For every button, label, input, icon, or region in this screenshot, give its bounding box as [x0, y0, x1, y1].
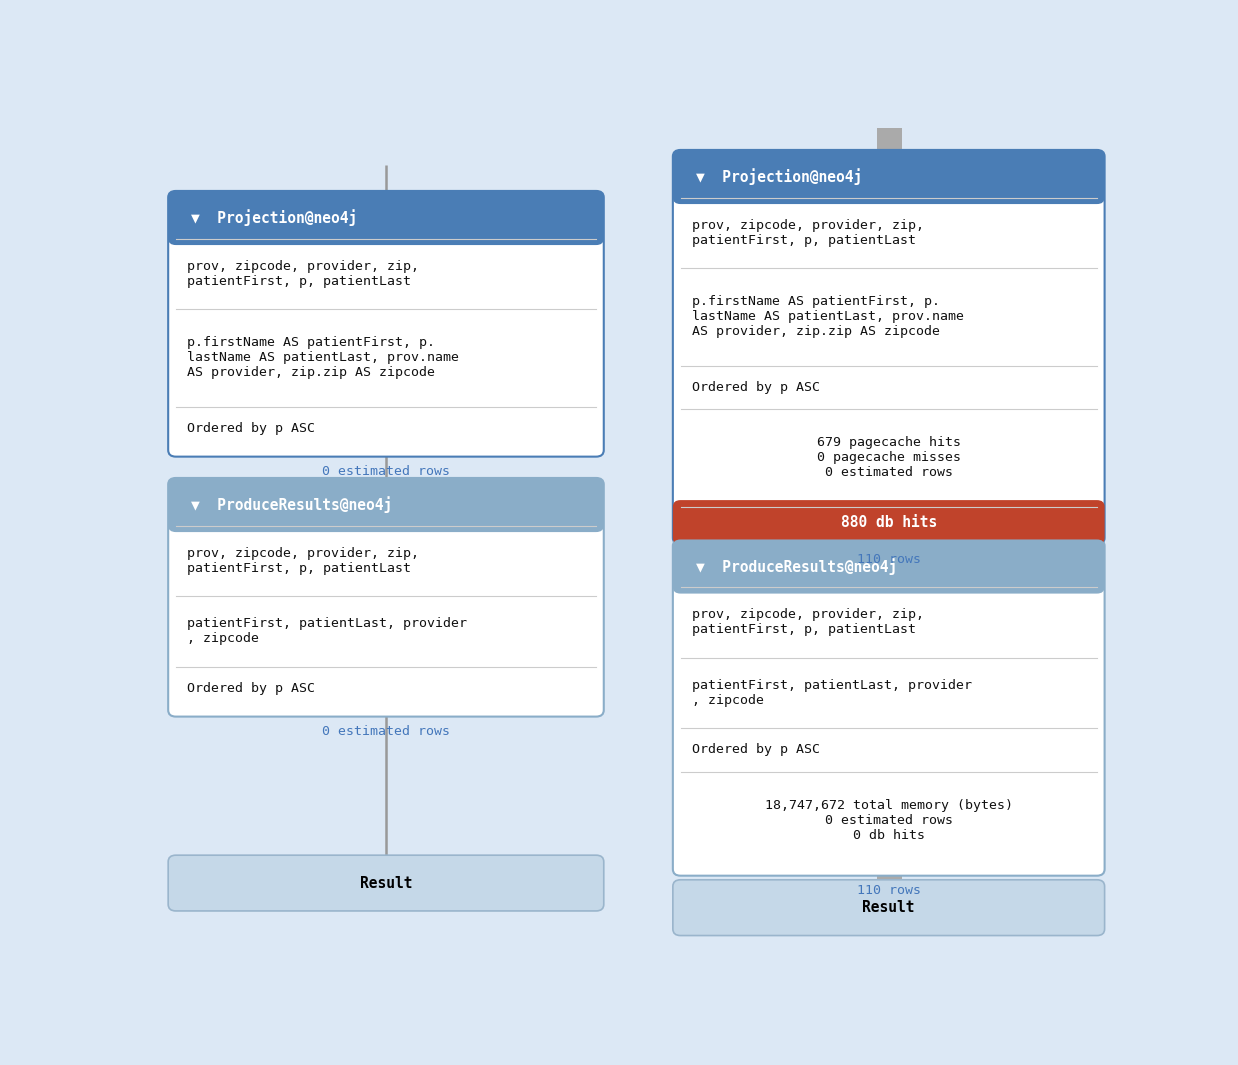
FancyBboxPatch shape: [673, 150, 1104, 544]
Text: prov, zipcode, provider, zip,
patientFirst, p, patientLast: prov, zipcode, provider, zip, patientFir…: [187, 546, 420, 575]
Text: Ordered by p ASC: Ordered by p ASC: [187, 682, 316, 694]
Bar: [681, 177, 1097, 197]
Text: p.firstName AS patientFirst, p.
lastName AS patientLast, prov.name
AS provider, : p.firstName AS patientFirst, p. lastName…: [187, 337, 459, 379]
Text: ▼  Projection@neo4j: ▼ Projection@neo4j: [696, 168, 862, 185]
FancyBboxPatch shape: [168, 478, 604, 717]
Text: 0 estimated rows: 0 estimated rows: [322, 464, 449, 478]
Text: p.firstName AS patientFirst, p.
lastName AS patientLast, prov.name
AS provider, : p.firstName AS patientFirst, p. lastName…: [692, 295, 964, 339]
FancyBboxPatch shape: [673, 501, 1104, 544]
FancyBboxPatch shape: [168, 191, 604, 245]
Text: Result: Result: [863, 900, 915, 915]
FancyBboxPatch shape: [673, 540, 1104, 593]
Bar: [176, 505, 597, 525]
Bar: [681, 507, 1097, 522]
Text: ▼  ProduceResults@neo4j: ▼ ProduceResults@neo4j: [696, 558, 898, 575]
Text: Ordered by p ASC: Ordered by p ASC: [692, 743, 820, 756]
Text: 0 estimated rows: 0 estimated rows: [322, 725, 449, 738]
FancyBboxPatch shape: [673, 150, 1104, 204]
Text: Ordered by p ASC: Ordered by p ASC: [187, 422, 316, 435]
Text: ▼  Projection@neo4j: ▼ Projection@neo4j: [191, 210, 358, 227]
Bar: [681, 567, 1097, 587]
FancyBboxPatch shape: [168, 478, 604, 532]
FancyBboxPatch shape: [168, 191, 604, 457]
Text: patientFirst, patientLast, provider
, zipcode: patientFirst, patientLast, provider , zi…: [692, 678, 972, 707]
Text: 880 db hits: 880 db hits: [841, 514, 937, 529]
Text: 18,747,672 total memory (bytes)
0 estimated rows
0 db hits: 18,747,672 total memory (bytes) 0 estima…: [765, 799, 1013, 841]
Text: Result: Result: [360, 875, 412, 890]
Text: 110 rows: 110 rows: [857, 553, 921, 566]
Text: ▼  ProduceResults@neo4j: ▼ ProduceResults@neo4j: [191, 496, 392, 513]
Text: patientFirst, patientLast, provider
, zipcode: patientFirst, patientLast, provider , zi…: [187, 618, 468, 645]
Text: prov, zipcode, provider, zip,
patientFirst, p, patientLast: prov, zipcode, provider, zip, patientFir…: [692, 218, 924, 247]
Text: Ordered by p ASC: Ordered by p ASC: [692, 381, 820, 394]
FancyBboxPatch shape: [673, 540, 1104, 875]
FancyBboxPatch shape: [168, 855, 604, 911]
Bar: [176, 218, 597, 239]
Text: prov, zipcode, provider, zip,
patientFirst, p, patientLast: prov, zipcode, provider, zip, patientFir…: [692, 608, 924, 636]
Text: 679 pagecache hits
0 pagecache misses
0 estimated rows: 679 pagecache hits 0 pagecache misses 0 …: [817, 437, 961, 479]
Text: prov, zipcode, provider, zip,
patientFirst, p, patientLast: prov, zipcode, provider, zip, patientFir…: [187, 260, 420, 288]
FancyBboxPatch shape: [673, 880, 1104, 935]
Text: 110 rows: 110 rows: [857, 884, 921, 897]
